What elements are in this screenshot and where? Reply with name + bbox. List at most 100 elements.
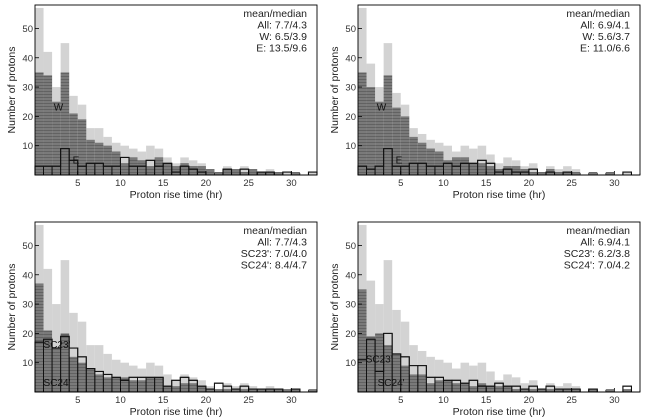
bar-sc23	[111, 377, 121, 392]
annotation-line: mean/median	[566, 225, 630, 237]
y-tick-label: 20	[22, 112, 33, 123]
bar-sc23	[494, 386, 504, 392]
x-axis-label: Proton rise time (hr)	[130, 406, 223, 418]
bar-sc23	[257, 389, 266, 392]
bar-sc23	[214, 389, 223, 392]
bar-all	[409, 345, 418, 392]
bar-sc23	[511, 389, 521, 392]
bar-w	[120, 163, 129, 175]
bar-w	[171, 166, 181, 175]
bar-all	[60, 260, 70, 392]
bar-w	[563, 172, 572, 175]
y-tick-label: 10	[345, 358, 356, 369]
bar-all	[477, 362, 487, 392]
y-tick-label: 10	[22, 358, 33, 369]
bar-w	[103, 145, 112, 175]
bar-sc23	[282, 389, 292, 392]
bar-all	[383, 260, 393, 392]
bar-w	[146, 166, 155, 175]
bar-sc23	[486, 386, 495, 392]
plot-frame	[357, 221, 641, 393]
y-axis-label: Number of protons	[6, 47, 18, 134]
bar-all	[103, 353, 112, 392]
bar-sc23	[197, 386, 206, 392]
bar-sc23	[120, 377, 129, 392]
bar-sc23	[231, 389, 241, 392]
series-label-sc23: SC23'	[366, 355, 393, 366]
bar-w	[274, 172, 283, 175]
outline-step-sc24	[34, 335, 317, 393]
plot-frame	[34, 221, 318, 393]
x-tick-label: 15	[158, 178, 169, 189]
bar-w	[265, 172, 275, 175]
bar-w	[248, 169, 258, 175]
bar-w	[188, 166, 198, 175]
bar-sc23	[60, 333, 70, 392]
bar-sc23	[503, 386, 512, 392]
bar-w	[443, 160, 452, 175]
bar-w	[86, 139, 95, 175]
series-label-e: E	[73, 155, 80, 166]
bar-w	[137, 160, 147, 175]
bar-all	[417, 350, 427, 392]
bar-w	[77, 119, 87, 175]
bar-sc23	[69, 356, 78, 392]
bar-sc23	[52, 348, 61, 392]
bar-sc23	[103, 377, 112, 392]
annotation-line: W: 5.6/3.7	[582, 31, 630, 43]
annotation-line: All: 7.7/4.3	[257, 20, 307, 32]
bar-sc23	[605, 389, 615, 392]
series-label-w: W	[377, 103, 387, 114]
x-tick-label: 10	[115, 395, 126, 406]
bar-all	[486, 154, 495, 175]
histogram-panel-top-right: 5 10 15 20 25 30 10 20 30 40 50 Proton rise time (h…	[329, 4, 641, 201]
bar-sc23	[443, 380, 452, 392]
bar-sc23	[571, 389, 581, 392]
bar-sc23	[383, 345, 393, 392]
bar-sc23	[146, 377, 155, 392]
x-tick-label: 25	[566, 178, 577, 189]
bar-sc23	[308, 389, 317, 392]
outline-step-e	[34, 148, 318, 176]
x-tick-label: 20	[201, 178, 212, 189]
y-tick-label: 20	[22, 329, 33, 340]
bar-sc23	[86, 368, 95, 392]
bar-all	[111, 359, 121, 392]
x-axis-label: Proton rise time (hr)	[130, 189, 223, 201]
bar-sc23	[171, 386, 181, 392]
annotation-line: SC24': 7.0/4.2	[564, 260, 630, 272]
bar-all	[69, 312, 78, 392]
bar-sc23	[392, 353, 401, 392]
bar-w	[426, 148, 435, 175]
bar-w	[375, 101, 384, 175]
y-tick-label: 10	[22, 141, 33, 152]
bar-sc23	[426, 383, 435, 392]
bar-w	[392, 107, 401, 175]
bar-all	[503, 374, 512, 392]
y-tick-label: 30	[22, 83, 33, 94]
bar-w	[366, 87, 376, 175]
bar-w	[111, 151, 121, 175]
bar-sc23	[434, 380, 444, 392]
bar-sc23	[205, 389, 215, 392]
bar-all	[240, 166, 249, 175]
x-tick-label: 20	[201, 395, 212, 406]
plot-frame	[34, 4, 318, 176]
x-tick-label: 10	[438, 395, 449, 406]
annotation-line: All: 6.9/4.1	[580, 20, 630, 32]
bar-all	[308, 172, 317, 175]
bar-sc23	[163, 386, 172, 392]
bar-sc23	[366, 336, 376, 392]
y-axis-label: Number of protons	[329, 264, 341, 351]
bar-w	[231, 169, 241, 175]
annotation-line: SC24': 8.4/4.7	[241, 260, 307, 272]
bar-sc23	[375, 333, 384, 392]
annotation-line: SC23': 7.0/4.0	[241, 248, 307, 260]
x-tick-label: 10	[438, 178, 449, 189]
annotation-line: All: 6.9/4.1	[580, 237, 630, 249]
bar-sc23	[265, 389, 275, 392]
bar-w	[571, 172, 581, 175]
bar-sc23	[417, 374, 427, 392]
bar-all	[486, 371, 495, 392]
